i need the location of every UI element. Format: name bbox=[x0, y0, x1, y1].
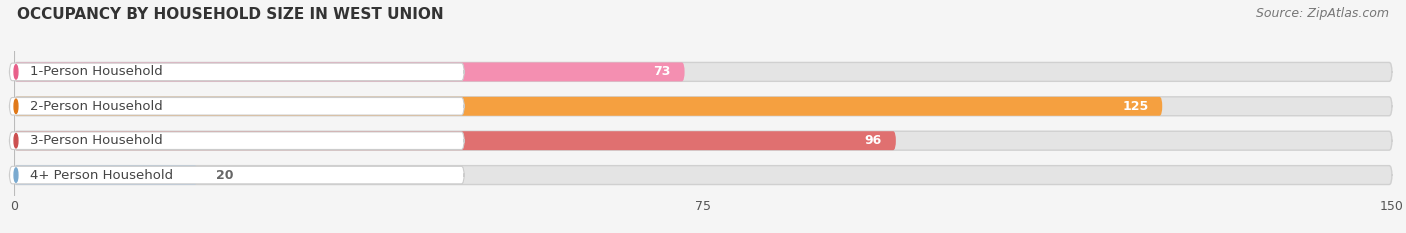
FancyBboxPatch shape bbox=[14, 131, 896, 150]
FancyBboxPatch shape bbox=[10, 98, 464, 115]
Text: 4+ Person Household: 4+ Person Household bbox=[30, 169, 173, 182]
FancyBboxPatch shape bbox=[10, 132, 464, 149]
Text: Source: ZipAtlas.com: Source: ZipAtlas.com bbox=[1256, 7, 1389, 20]
Text: OCCUPANCY BY HOUSEHOLD SIZE IN WEST UNION: OCCUPANCY BY HOUSEHOLD SIZE IN WEST UNIO… bbox=[17, 7, 443, 22]
FancyBboxPatch shape bbox=[10, 166, 464, 184]
Circle shape bbox=[14, 134, 18, 148]
FancyBboxPatch shape bbox=[14, 131, 1392, 150]
FancyBboxPatch shape bbox=[14, 62, 1392, 81]
Text: 20: 20 bbox=[217, 169, 233, 182]
FancyBboxPatch shape bbox=[14, 166, 198, 185]
Text: 73: 73 bbox=[654, 65, 671, 78]
Circle shape bbox=[14, 65, 18, 79]
FancyBboxPatch shape bbox=[14, 97, 1392, 116]
Text: 125: 125 bbox=[1122, 100, 1149, 113]
FancyBboxPatch shape bbox=[10, 63, 464, 81]
FancyBboxPatch shape bbox=[14, 62, 685, 81]
Text: 3-Person Household: 3-Person Household bbox=[30, 134, 163, 147]
FancyBboxPatch shape bbox=[14, 97, 1163, 116]
Text: 96: 96 bbox=[865, 134, 882, 147]
Text: 2-Person Household: 2-Person Household bbox=[30, 100, 163, 113]
FancyBboxPatch shape bbox=[14, 166, 1392, 185]
Text: 1-Person Household: 1-Person Household bbox=[30, 65, 163, 78]
Circle shape bbox=[14, 168, 18, 182]
Circle shape bbox=[14, 99, 18, 113]
